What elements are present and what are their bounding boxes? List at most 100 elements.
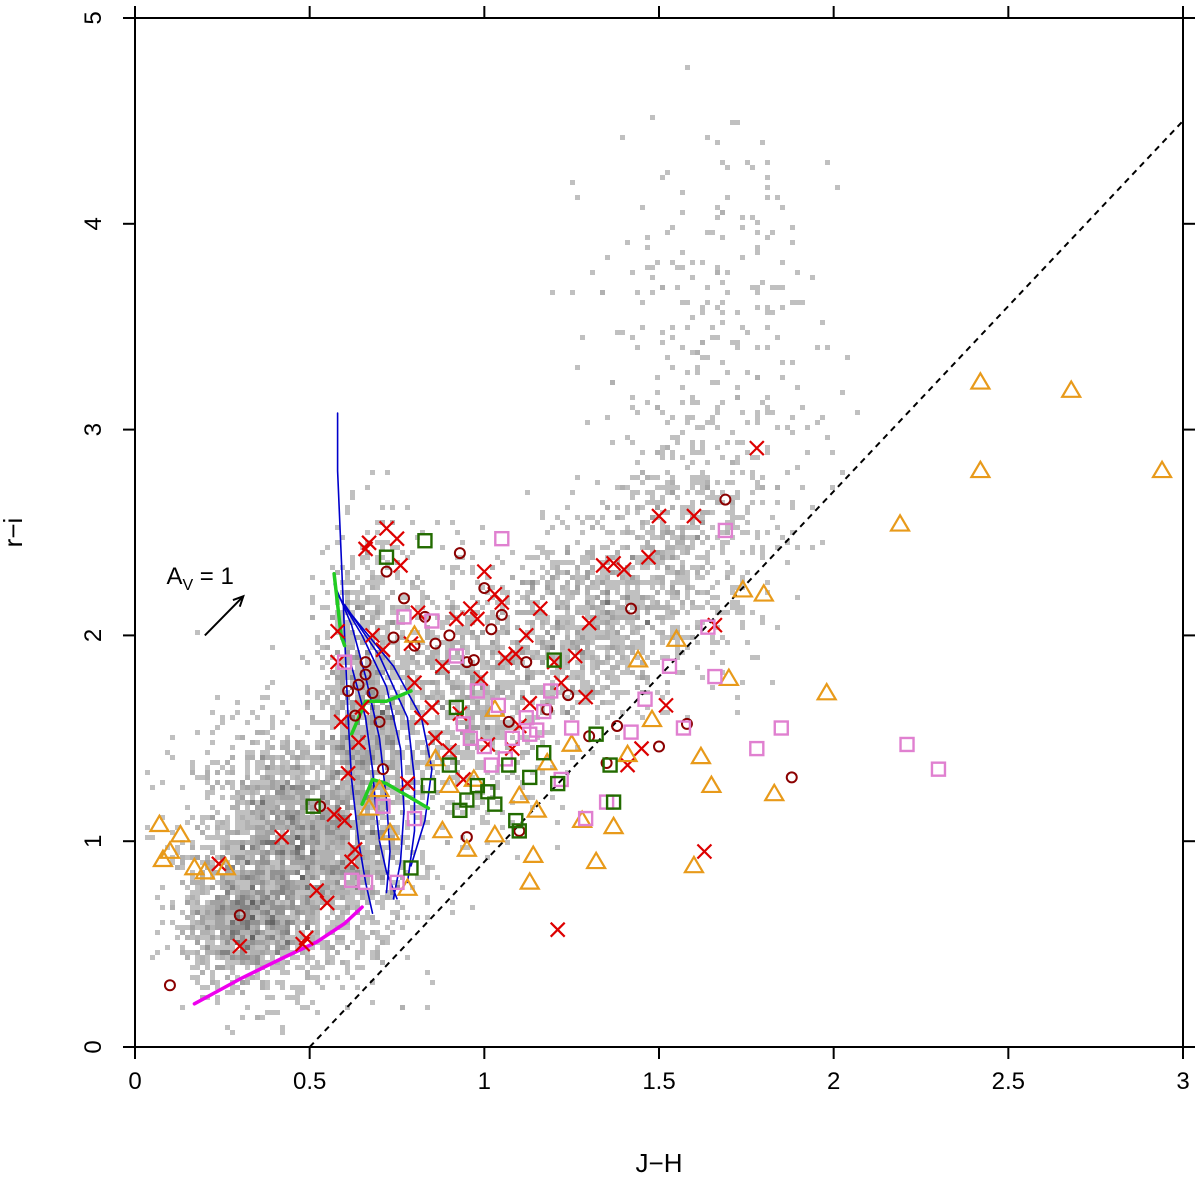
point-cross [340,765,356,782]
density-cell [360,935,365,940]
density-cell [470,755,475,760]
point-circle [478,582,491,595]
density-cell [335,750,340,755]
point-triangle [403,624,426,643]
density-cell [635,475,640,480]
density-cell [580,665,585,670]
density-cell [260,805,265,810]
density-cell [495,715,500,720]
density-cell [700,340,705,345]
density-cell [340,675,345,680]
density-cell [460,540,465,545]
density-cell [265,865,270,870]
density-cell [700,355,705,360]
density-cell [280,810,285,815]
density-cell [340,850,345,855]
density-cell [365,740,370,745]
density-cell [245,920,250,925]
density-cell [575,195,580,200]
density-cell [470,685,475,690]
density-cell [575,700,580,705]
density-cell [345,805,350,810]
density-cell [505,590,510,595]
density-cell [260,750,265,755]
density-cell [660,495,665,500]
density-cell [610,570,615,575]
density-cell [350,755,355,760]
density-cell [605,575,610,580]
density-cell [460,670,465,675]
density-cell [310,720,315,725]
point-cross [333,714,349,730]
density-cell [205,920,210,925]
density-cell [275,825,280,830]
density-cell [485,855,490,860]
density-cell [205,750,210,755]
point-cross [319,895,335,911]
density-cell [500,685,505,690]
density-cell [595,635,600,640]
density-cell [670,555,675,560]
density-cell [530,630,535,635]
density-cell [730,570,735,575]
density-cell [290,790,295,795]
density-cell [625,690,630,695]
density-cell [400,810,405,815]
density-cell [270,920,275,925]
density-cell [215,780,220,785]
point-square [424,613,440,629]
density-cell [395,775,400,780]
density-cell [315,830,320,835]
density-cell [520,660,525,665]
density-cell [750,455,755,460]
density-cell [665,530,670,535]
density-cell [495,630,500,635]
density-cell [335,670,340,675]
density-cell [465,615,470,620]
density-cell [595,520,600,525]
density-cell [405,595,410,600]
density-cell [240,980,245,985]
density-cell [240,860,245,865]
density-cell [515,640,520,645]
density-cell [415,875,420,880]
density-cell [370,595,375,600]
density-cell [235,910,240,915]
density-cell [420,855,425,860]
density-cell [740,470,745,475]
density-cell [565,655,570,660]
density-cell [635,710,640,715]
density-cell [285,970,290,975]
density-cell [645,245,650,250]
density-cell [340,895,345,900]
density-cell [175,935,180,940]
density-cell [565,590,570,595]
density-cell [350,900,355,905]
density-cell [355,730,360,735]
point-triangle [560,733,583,752]
point-circle [377,763,390,776]
density-cell [495,720,500,725]
density-cell [300,740,305,745]
density-cell [540,615,545,620]
point-triangle [379,821,401,841]
density-cell [765,175,770,180]
density-cell [195,880,200,885]
density-cell [260,885,265,890]
density-cell [775,625,780,630]
density-cell [180,950,185,955]
density-cell [275,850,280,855]
density-cell [765,345,770,350]
density-cell [475,640,480,645]
density-cell [655,690,660,695]
density-cell [775,525,780,530]
density-cell [700,490,705,495]
density-cell [545,580,550,585]
density-cell [515,600,520,605]
density-cell [600,545,605,550]
density-cell [675,485,680,490]
density-cell [375,770,380,775]
density-cell [650,625,655,630]
density-cell [470,775,475,780]
density-cell [325,720,330,725]
